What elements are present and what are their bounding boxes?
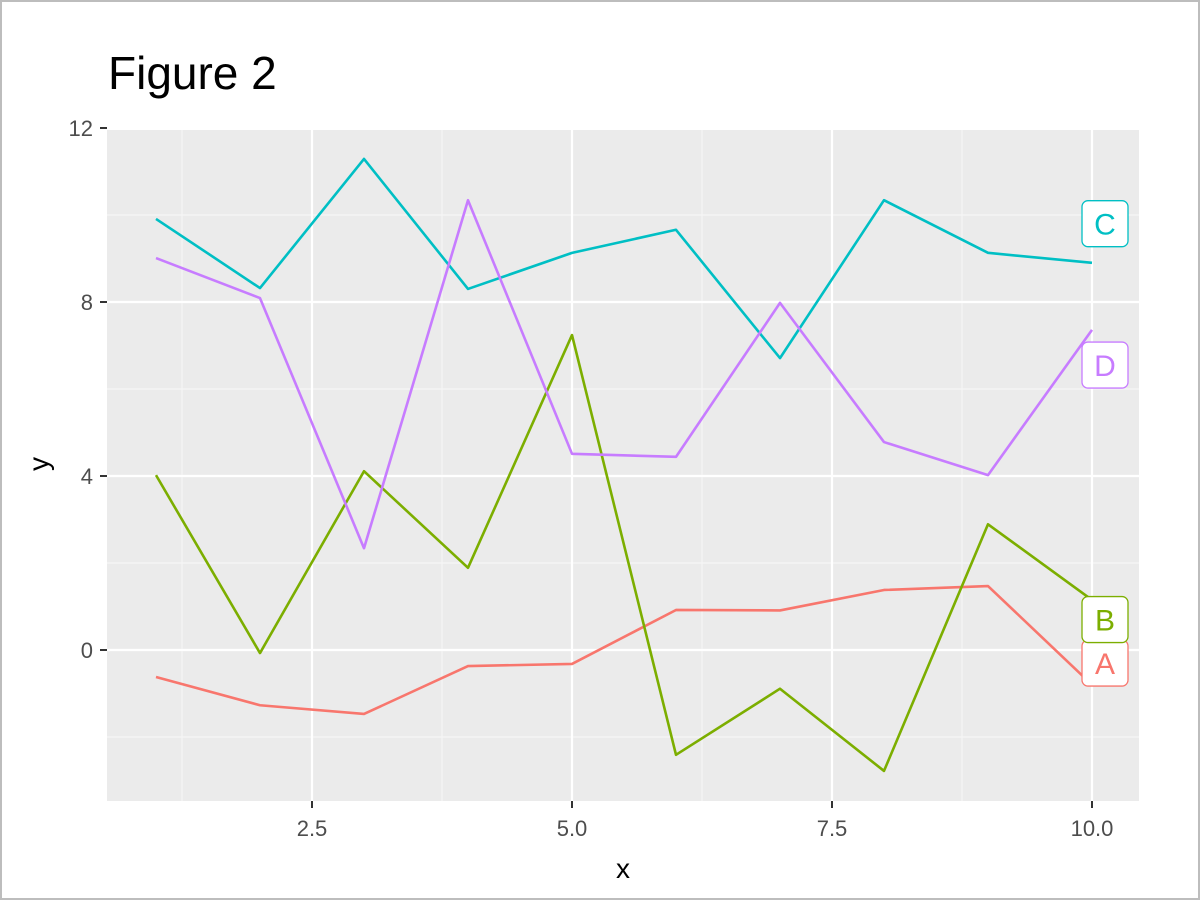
x-tick-label: 2.5	[297, 816, 328, 841]
series-label-c: C	[1081, 200, 1129, 248]
y-tick-label: 0	[81, 638, 93, 663]
series-label-a: A	[1081, 639, 1129, 687]
series-line-b	[154, 333, 1093, 773]
svg-text:C: C	[1094, 209, 1116, 242]
minor-gridlines	[107, 130, 1139, 801]
y-tick-label: 4	[81, 464, 93, 489]
svg-text:B: B	[1095, 605, 1115, 638]
x-axis: 2.5 5.0 7.5 10.0	[297, 801, 1114, 841]
y-tick-label: 12	[69, 116, 93, 141]
x-tick-label: 10.0	[1071, 816, 1114, 841]
series-label-b: B	[1081, 595, 1129, 644]
series-labels: A D C B	[1081, 200, 1129, 687]
plot-panel	[107, 130, 1139, 801]
series-line-c	[155, 157, 1093, 360]
series-lines	[154, 157, 1094, 773]
x-axis-title: x	[616, 853, 630, 884]
svg-text:D: D	[1094, 350, 1116, 383]
x-tick-label: 5.0	[557, 816, 588, 841]
chart-title: Figure 2	[108, 47, 277, 99]
y-tick-label: 8	[81, 290, 93, 315]
series-line-a	[155, 584, 1093, 716]
y-axis-title: y	[23, 457, 54, 471]
svg-text:A: A	[1095, 648, 1115, 681]
y-axis: 0 4 8 12	[69, 116, 107, 663]
x-tick-label: 7.5	[817, 816, 848, 841]
series-label-d: D	[1081, 341, 1129, 389]
series-line-d	[155, 198, 1094, 550]
